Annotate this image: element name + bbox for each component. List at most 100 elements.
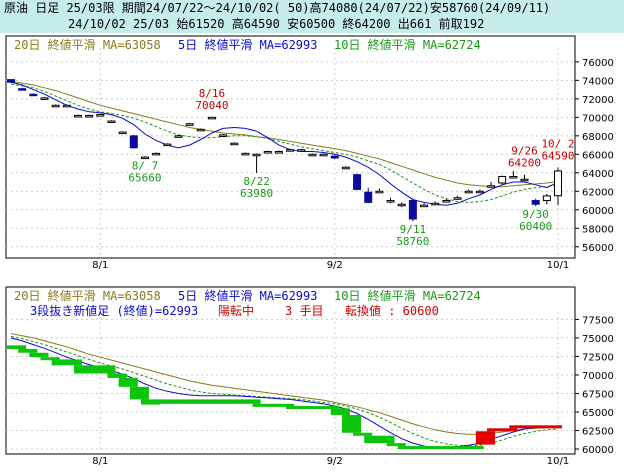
- y-tick-label: 66000: [582, 150, 614, 161]
- candle-body: [185, 123, 194, 126]
- candle-body: [263, 151, 272, 154]
- price-annotation: 10/ 2: [541, 137, 574, 150]
- line-break-brick: [252, 403, 295, 407]
- price-annotation: 60400: [519, 220, 552, 233]
- candle-body: [140, 156, 149, 160]
- price-annotation: 63980: [240, 187, 273, 200]
- x-tick-label: 8/1: [92, 260, 108, 271]
- candle-body: [509, 175, 518, 179]
- candle-body: [531, 200, 540, 205]
- y-tick-label: 62000: [582, 187, 614, 198]
- x-tick-label: 8/1: [92, 456, 108, 467]
- line-break-brick: [29, 352, 49, 358]
- candle-body: [85, 114, 94, 118]
- price-annotation: 64590: [541, 149, 574, 162]
- candle-body: [29, 93, 38, 97]
- line-break-title: 3段抜き新値足 (終値)=62993: [30, 303, 198, 318]
- line-break-count: 3 手目: [285, 304, 323, 318]
- candle-body: [408, 200, 417, 220]
- line-break-brick: [40, 357, 60, 361]
- line-break-brick: [129, 386, 149, 400]
- line-break-brick: [364, 435, 395, 444]
- ma20-line: [10, 333, 559, 435]
- candle-body: [163, 143, 172, 147]
- candle-body: [542, 195, 551, 202]
- y-tick-label: 56000: [582, 243, 614, 254]
- candle-body: [341, 166, 350, 170]
- y-tick-label: 70000: [582, 113, 614, 124]
- candle-body: [475, 190, 484, 194]
- price-annotation: 9/11: [400, 223, 427, 236]
- lower-x-ticks: 8/1 9/2 10/1: [92, 456, 569, 467]
- x-tick-label: 9/2: [327, 260, 343, 271]
- price-annotation: 8/16: [199, 87, 226, 100]
- candle-body: [241, 152, 250, 156]
- candle-body: [118, 131, 127, 135]
- candle-body: [107, 120, 116, 124]
- price-annotation: 58760: [396, 235, 429, 248]
- header-line-2: 24/10/02 25/03 始61520 高64590 安60500 終642…: [68, 17, 485, 31]
- y-tick-label: 72500: [582, 352, 614, 363]
- line-break-brick: [475, 431, 496, 445]
- candle-body: [464, 190, 473, 194]
- lower-panel: 60000 62500 65000 67500 70000 72500 75000 77500…: [5, 286, 614, 467]
- line-break-state: 陽転中: [218, 303, 254, 318]
- y-tick-label: 67500: [582, 389, 614, 400]
- candle-body: [207, 116, 216, 120]
- line-break-brick: [7, 345, 27, 350]
- line-break-brick: [73, 365, 116, 374]
- candle-body: [554, 170, 562, 197]
- line-break-brick: [509, 425, 562, 429]
- candle-body: [219, 134, 228, 137]
- candle-body: [364, 191, 373, 203]
- line-break-brick: [18, 349, 38, 353]
- candle-body: [297, 149, 306, 152]
- y-tick-label: 62500: [582, 427, 614, 438]
- price-annotation: 65660: [128, 171, 161, 184]
- candle-body: [487, 185, 496, 188]
- y-tick-label: 68000: [582, 132, 614, 143]
- y-tick-label: 74000: [582, 76, 614, 87]
- candle-body: [330, 155, 339, 159]
- line-break-brick: [353, 432, 373, 436]
- y-tick-label: 65000: [582, 408, 614, 419]
- upper-y-ticks: 56000 58000 60000 62000 64000 66000 68000 70000…: [575, 58, 614, 254]
- candle-body: [397, 203, 406, 207]
- upper-panel: 56000 58000 60000 62000 64000 66000 68000 70000…: [5, 35, 614, 271]
- y-tick-label: 58000: [582, 224, 614, 235]
- line-break-brick: [107, 373, 127, 378]
- y-tick-label: 72000: [582, 95, 614, 106]
- x-tick-label: 9/2: [327, 456, 343, 467]
- price-annotation: 9/30: [522, 208, 549, 221]
- upper-ma-lines: [10, 80, 559, 206]
- lower-grid: [6, 312, 575, 452]
- lower-legend-ma20: 20日 終値平滑 MA=63058: [14, 288, 161, 303]
- ma10-line: [10, 83, 559, 203]
- upper-plot-frame: [5, 35, 576, 259]
- y-tick-label: 60000: [582, 445, 614, 456]
- line-break-switch-value: 転換値 : 60600: [345, 303, 439, 318]
- candles: [7, 79, 562, 222]
- candle-body: [431, 202, 440, 206]
- price-annotation: 9/26: [511, 145, 538, 158]
- candle-body: [375, 190, 384, 194]
- line-break-brick: [386, 443, 406, 447]
- candle-body: [442, 200, 451, 203]
- price-annotation: 8/ 7: [132, 159, 159, 172]
- x-tick-label: 10/1: [547, 456, 569, 467]
- line-break-brick: [397, 446, 484, 450]
- candle-body: [174, 135, 183, 138]
- candle-body: [51, 104, 60, 108]
- y-tick-label: 60000: [582, 206, 614, 217]
- y-tick-label: 77500: [582, 315, 614, 326]
- candle-body: [18, 88, 27, 91]
- line-break-brick: [51, 359, 82, 366]
- line-break-brick: [118, 377, 138, 387]
- price-annotation: 64200: [508, 157, 541, 170]
- candle-body: [420, 204, 429, 208]
- candle-body: [274, 151, 283, 154]
- candle-body: [498, 175, 507, 184]
- line-break-brick: [140, 399, 161, 405]
